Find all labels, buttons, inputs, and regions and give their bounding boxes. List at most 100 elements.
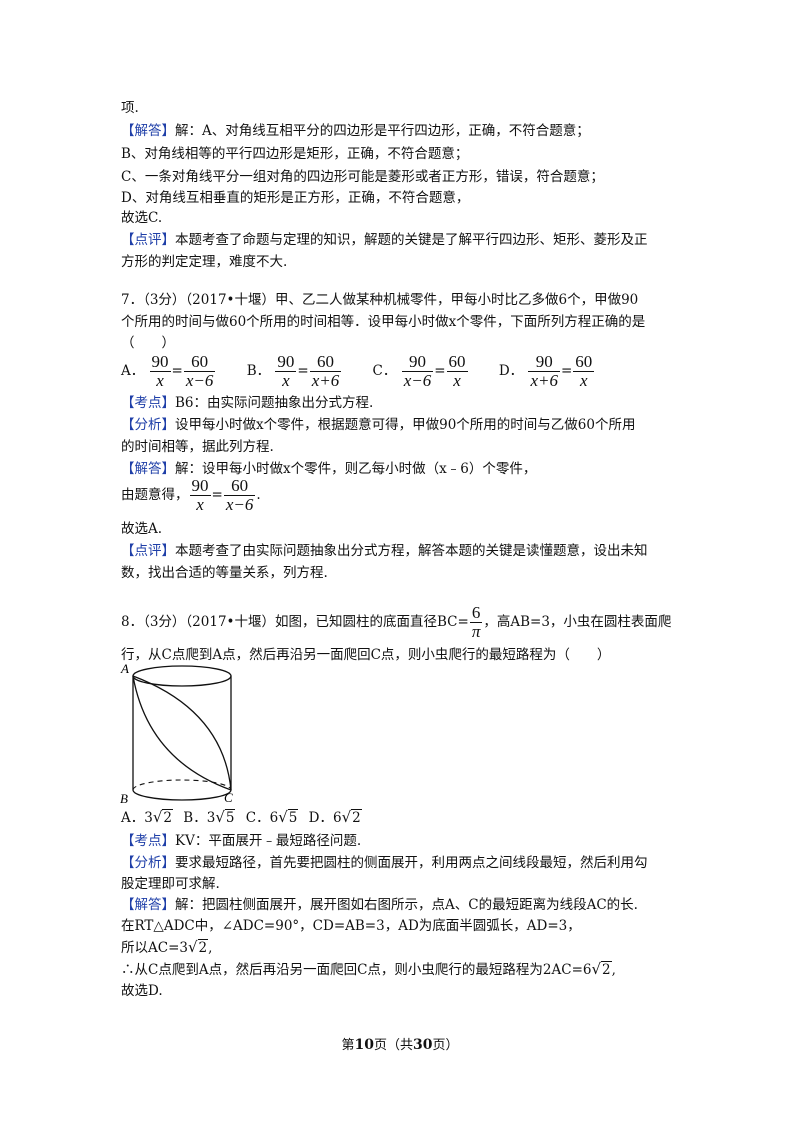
radicand: 5	[224, 809, 236, 826]
numerator: 6	[469, 604, 483, 623]
q8-analysis-line-2: 股定理即可求解.	[121, 876, 220, 892]
q6-answer-line-2: B、对角线相等的平行四边形是矩形，正确，不符合题意；	[121, 146, 469, 162]
q7-option-d: D． 90 x+6 = 60 x	[499, 352, 595, 390]
cylinder-figure: A B C	[120, 661, 233, 806]
equals-sign: =	[560, 363, 573, 379]
q7-stem-line-2: 个所用的时间与做60个所用的时间相等．设甲每小时做x个零件，下面所列方程正确的是	[121, 314, 646, 330]
numerator: 60	[309, 353, 342, 372]
denominator: x−6	[225, 495, 254, 514]
numerator: 60	[223, 477, 256, 496]
numerator: 90	[401, 353, 434, 372]
denominator: x	[156, 371, 164, 390]
q7-answer-line-1: 【解答】解：设甲每小时做x个零件，则乙每小时做（x﹣6）个零件，	[121, 459, 536, 479]
radical: √5	[278, 808, 299, 826]
q6-comment-line-2: 方形的判定定理，难度不大.	[121, 254, 288, 270]
footer-text: 第	[341, 1038, 355, 1053]
radicand: 5	[287, 809, 299, 826]
q8-kaodian: 【考点】KV：平面展开﹣最短路径问题.	[121, 831, 361, 851]
cylinder-bottom-back-arc	[132, 779, 232, 791]
fraction: 60 x−6	[223, 477, 256, 514]
radical: √5	[215, 808, 236, 826]
q8-answer-line-5: 故选D.	[121, 983, 163, 999]
option-label: B．	[246, 363, 271, 379]
fraction: 90 x	[275, 352, 297, 390]
q8-stem-line-2: 行，从C点爬到A点，然后再沿另一面爬回C点，则小虫爬行的最短路程为（ ）	[121, 647, 611, 663]
q8-answer-line-3: 所以AC=3√2,	[121, 937, 212, 958]
q8-answer-line-2: 在RT△ADC中，∠ADC=90°，CD=AB=3，AD为底面半圆弧长，AD=3…	[121, 918, 581, 934]
q7-kaodian: 【考点】B6：由实际问题抽象出分式方程.	[121, 393, 373, 413]
comment-tag: 【点评】	[121, 543, 175, 559]
equals-sign: =	[211, 487, 223, 503]
q8-option-c: C．6√5	[246, 808, 299, 826]
comment-text: 本题考查了命题与定理的知识，解题的关键是了解平行四边形、矩形、菱形及正	[175, 232, 648, 248]
coefficient: 3	[206, 810, 216, 826]
q6-answer-line-1: 【解答】解：A、对角线互相平分的四边形是平行四边形，正确，不符合题意；	[121, 121, 590, 141]
coefficient: 6	[332, 810, 342, 826]
fraction: 90 x+6	[528, 353, 560, 390]
q7-answer-line-3: 故选A.	[121, 521, 163, 537]
analysis-text: 要求最短路径，首先要把圆柱的侧面展开，利用两点之间线段最短，然后利用勾	[175, 855, 648, 871]
equals-sign: =	[434, 363, 446, 379]
comma: ,	[611, 962, 616, 978]
option-label: C．	[372, 363, 397, 379]
denominator: x+6	[530, 371, 558, 390]
total-pages: 30	[413, 1037, 433, 1053]
radicand: 2	[351, 809, 362, 826]
numerator: 60	[183, 353, 216, 372]
q7-comment-line-1: 【点评】本题考查了由实际问题抽象出分式方程，解答本题的关键是读懂题意，设出未知	[121, 541, 648, 561]
coefficient: 6	[269, 810, 279, 826]
numerator: 60	[446, 352, 468, 372]
stem-text: ，高AB=3，小虫在圆柱表面爬	[483, 614, 672, 630]
q7-option-a: A． 90 x = 60 x−6	[121, 352, 216, 390]
numerator: 90	[149, 352, 171, 372]
label-b: B	[120, 791, 128, 806]
answer-tag: 【解答】	[121, 897, 175, 913]
q6-answer-line-3: C、一条对角线平分一组对角的四边形可能是菱形或者正方形，错误，符合题意；	[121, 169, 604, 185]
radicand: 2	[197, 939, 209, 956]
stem-text: 8．（3分）（2017•十堰）如图，已知圆柱的底面直径BC=	[121, 614, 469, 630]
option-label: A．	[121, 810, 145, 826]
fraction: 60 x−6	[183, 353, 216, 390]
radicand: 2	[162, 809, 173, 826]
path-back-curve	[132, 675, 232, 791]
q8-options: A．3√2 B．3√5 C．6√5 D．6√2	[121, 807, 362, 828]
q7-stem-line-3: （ ）	[121, 335, 175, 351]
fraction: 60 x+6	[309, 353, 342, 390]
cylinder-top-ellipse	[132, 665, 232, 687]
denominator: x	[580, 371, 588, 390]
option-label: A．	[121, 363, 145, 379]
q7-option-b: B． 90 x = 60 x+6	[247, 352, 343, 390]
answer-text: 解：把圆柱侧面展开，展开图如右图所示，点A、C的最短距离为线段AC的长.	[175, 897, 638, 913]
q8-answer-line-1: 【解答】解：把圆柱侧面展开，展开图如右图所示，点A、C的最短距离为线段AC的长.	[121, 895, 638, 915]
comment-text: 本题考查了由实际问题抽象出分式方程，解答本题的关键是读懂题意，设出未知	[175, 543, 648, 559]
numerator: 90	[275, 352, 297, 372]
q7-options: A． 90 x = 60 x−6 B． 90 x = 60 x+6 C． 90 x−6 = 60 x D…	[121, 352, 621, 390]
answer-tag: 【解答】	[121, 123, 175, 139]
numerator: 90	[189, 476, 211, 496]
q7-stem-line-1: 7．（3分）（2017•十堰）甲、乙二人做某种机械零件，甲每小时比乙多做6个，甲…	[121, 292, 639, 308]
fraction: 90 x−6	[401, 353, 434, 390]
label-a: A	[120, 661, 129, 676]
denominator: x	[282, 371, 290, 390]
cylinder-bottom-front-arc	[132, 789, 232, 801]
q6-answer-line-4: D、对角线互相垂直的矩形是正方形，正确，不符合题意，	[121, 190, 470, 206]
q8-analysis-line-1: 【分析】要求最短路径，首先要把圆柱的侧面展开，利用两点之间线段最短，然后利用勾	[121, 853, 648, 873]
comment-tag: 【点评】	[121, 232, 175, 248]
radical: √2	[152, 808, 173, 826]
kaodian-tag: 【考点】	[121, 395, 175, 411]
comma: ,	[208, 940, 213, 956]
path-front-curve	[132, 675, 232, 791]
q7-answer-line-2: 由题意得， 90 x = 60 x−6.	[121, 475, 261, 515]
radical: √2	[341, 808, 362, 826]
radical: √2	[591, 960, 612, 978]
q7-analysis-line-2: 的时间相等，据此列方程.	[121, 439, 274, 455]
equals-sign: =	[297, 363, 309, 379]
denominator: x−6	[403, 371, 432, 390]
q8-option-b: B．3√5	[183, 808, 236, 826]
kaodian-text: KV：平面展开﹣最短路径问题.	[175, 833, 362, 849]
option-label: D．	[498, 363, 524, 379]
q6-line-0: 项.	[121, 100, 139, 116]
option-label: B．	[183, 810, 207, 826]
radical: √2	[187, 938, 209, 956]
